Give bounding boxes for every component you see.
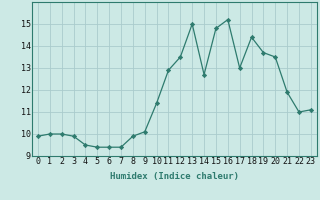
X-axis label: Humidex (Indice chaleur): Humidex (Indice chaleur)	[110, 172, 239, 181]
